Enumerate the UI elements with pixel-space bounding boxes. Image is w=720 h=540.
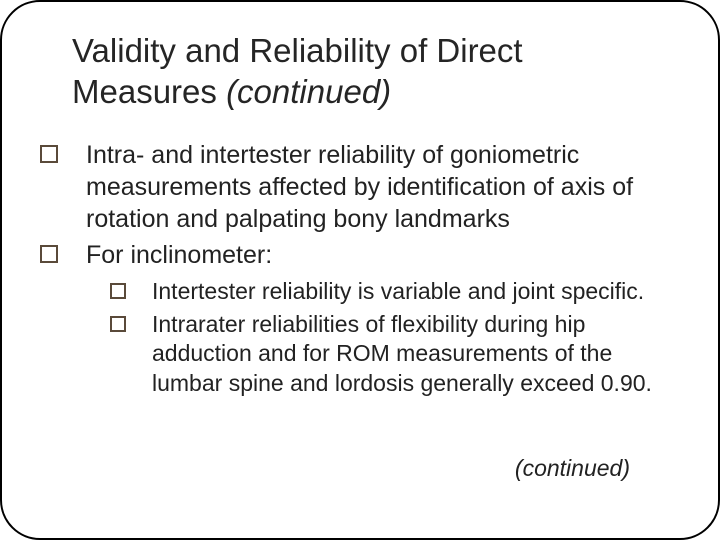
title-continued: (continued) [226,73,391,110]
slide-frame: Validity and Reliability of Direct Measu… [0,0,720,540]
checkbox-icon [40,145,58,163]
checkbox-icon [110,283,126,299]
slide-title: Validity and Reliability of Direct Measu… [72,30,670,113]
bullet-text: Intertester reliability is variable and … [152,278,644,304]
checkbox-icon [40,245,58,263]
list-item: Intra- and intertester reliability of go… [40,139,670,235]
list-item: Intertester reliability is variable and … [110,277,670,306]
bullet-list-level2: Intertester reliability is variable and … [110,277,670,399]
list-item: Intrarater reliabilities of flexibility … [110,310,670,398]
bullet-list-level1: Intra- and intertester reliability of go… [40,139,670,399]
list-item: For inclinometer: Intertester reliabilit… [40,239,670,399]
bullet-text: For inclinometer: [86,241,272,269]
checkbox-icon [110,316,126,332]
bullet-text: Intrarater reliabilities of flexibility … [152,311,652,396]
continued-label: (continued) [515,455,630,482]
bullet-text: Intra- and intertester reliability of go… [86,141,633,233]
